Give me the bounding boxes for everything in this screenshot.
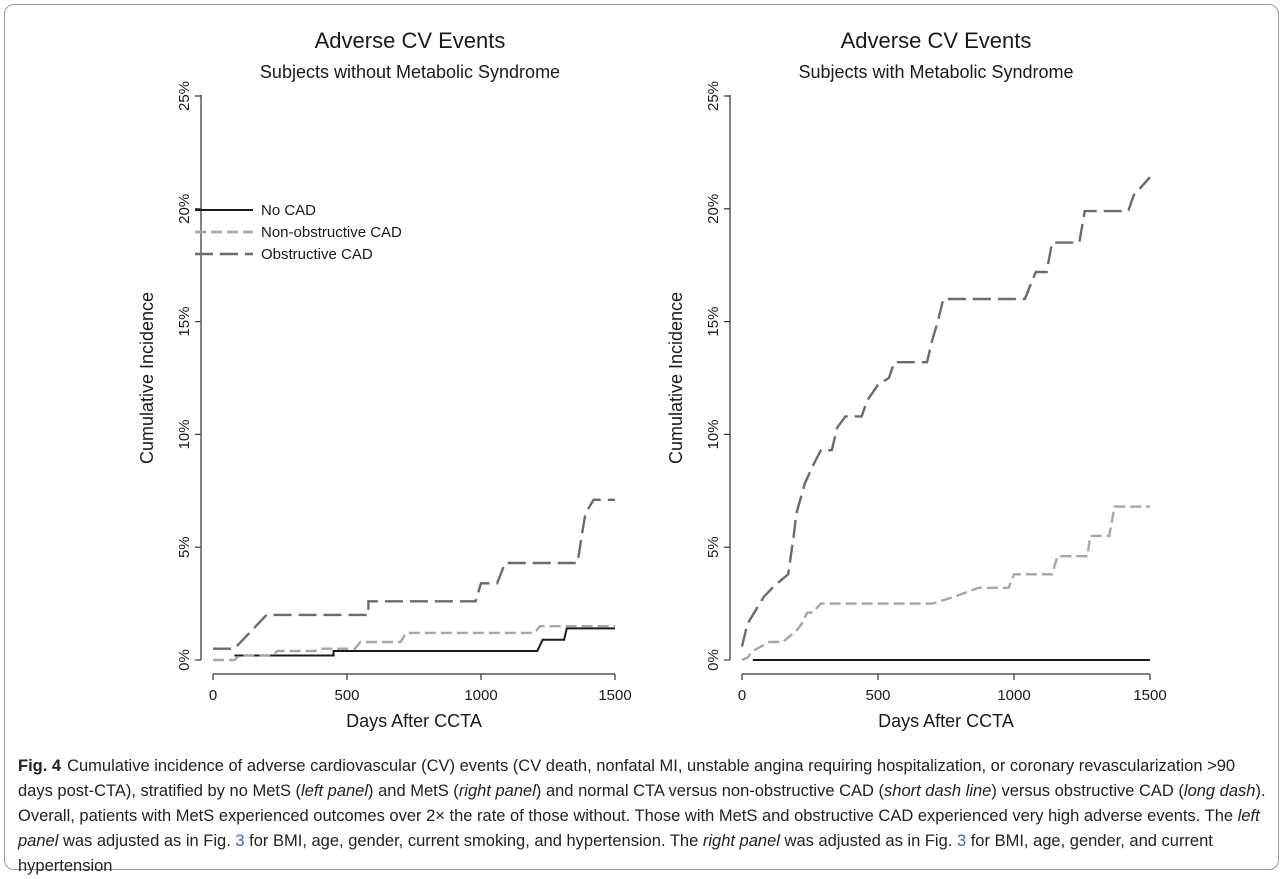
y-tick-label: 5% xyxy=(705,536,722,558)
chart-left-panel: Adverse CV Events Subjects without Metabo… xyxy=(137,28,632,731)
caption-segment: Cumulative incidence of adverse cardiova… xyxy=(18,757,1236,800)
figure-reference-link[interactable]: 3 xyxy=(956,832,967,850)
x-tick-label: 1500 xyxy=(1133,687,1166,704)
x-tick-label: 0 xyxy=(209,687,217,704)
chart-title: Adverse CV Events xyxy=(841,28,1032,53)
y-tick-label: 20% xyxy=(705,194,722,224)
y-tick-label: 15% xyxy=(705,307,722,337)
y-tick-label: 20% xyxy=(176,194,193,224)
y-tick-label: 0% xyxy=(176,649,193,671)
x-axis-title: Days After CCTA xyxy=(346,711,482,731)
y-tick-label: 10% xyxy=(705,419,722,449)
caption-text: Cumulative incidence of adverse cardiova… xyxy=(18,757,1266,875)
caption-segment: left panel xyxy=(18,807,1260,850)
y-tick-label: 25% xyxy=(176,81,193,111)
x-tick-label: 0 xyxy=(738,687,746,704)
figure-caption: Fig. 4 Cumulative incidence of adverse ca… xyxy=(18,754,1268,879)
y-axis-title: Cumulative Incidence xyxy=(137,292,157,464)
caption-segment: right panel xyxy=(458,782,536,800)
figure-reference-link[interactable]: 3 xyxy=(235,832,245,850)
y-tick-label: 25% xyxy=(705,81,722,111)
x-tick-label: 1000 xyxy=(464,687,497,704)
y-axis-title: Cumulative Incidence xyxy=(666,292,686,464)
series-line-non-obstructive-cad xyxy=(741,505,1150,662)
series-line-obstructive-cad xyxy=(740,176,1151,647)
chart-subtitle: Subjects with Metabolic Syndrome xyxy=(798,62,1073,82)
x-tick-label: 500 xyxy=(334,687,359,704)
y-tick-label: 15% xyxy=(176,307,193,337)
x-tick-label: 500 xyxy=(865,687,890,704)
caption-segment: was adjusted as in Fig. xyxy=(779,832,957,850)
caption-segment: for BMI, age, gender, and current hypert… xyxy=(18,832,1213,875)
series-line-no-cad xyxy=(234,627,615,657)
legend-label: No CAD xyxy=(261,202,316,219)
y-tick-label: 5% xyxy=(176,536,193,558)
chart-subtitle: Subjects without Metabolic Syndrome xyxy=(260,62,560,82)
caption-segment: right panel xyxy=(702,832,780,850)
caption-segment: short dash line xyxy=(884,782,992,800)
x-tick-label: 1000 xyxy=(997,687,1030,704)
legend-label: Non-obstructive CAD xyxy=(261,224,402,241)
chart-right-panel: Adverse CV Events Subjects with Metabolic… xyxy=(666,28,1167,731)
chart-title: Adverse CV Events xyxy=(315,28,506,53)
caption-segment: long dash xyxy=(1183,782,1256,800)
caption-segment: ). Overall, patients with MetS experienc… xyxy=(18,782,1266,825)
caption-segment: ) and MetS ( xyxy=(368,782,459,800)
series-line-non-obstructive-cad xyxy=(213,625,615,662)
caption-segment: ) and normal CTA versus non-obstructive … xyxy=(535,782,885,800)
caption-segment: left panel xyxy=(301,782,369,800)
caption-segment: ) versus obstructive CAD ( xyxy=(991,782,1184,800)
caption-segment: for BMI, age, gender, current smoking, a… xyxy=(244,832,703,850)
y-tick-label: 0% xyxy=(705,649,722,671)
caption-segment: was adjusted as in Fig. xyxy=(58,832,236,850)
x-tick-label: 1500 xyxy=(598,687,631,704)
figure-label: Fig. 4 xyxy=(18,757,62,775)
figure-frame xyxy=(4,4,1279,870)
legend-label: Obstructive CAD xyxy=(261,246,373,263)
series-line-obstructive-cad xyxy=(213,498,615,650)
y-tick-label: 10% xyxy=(176,419,193,449)
x-axis-title: Days After CCTA xyxy=(878,711,1014,731)
